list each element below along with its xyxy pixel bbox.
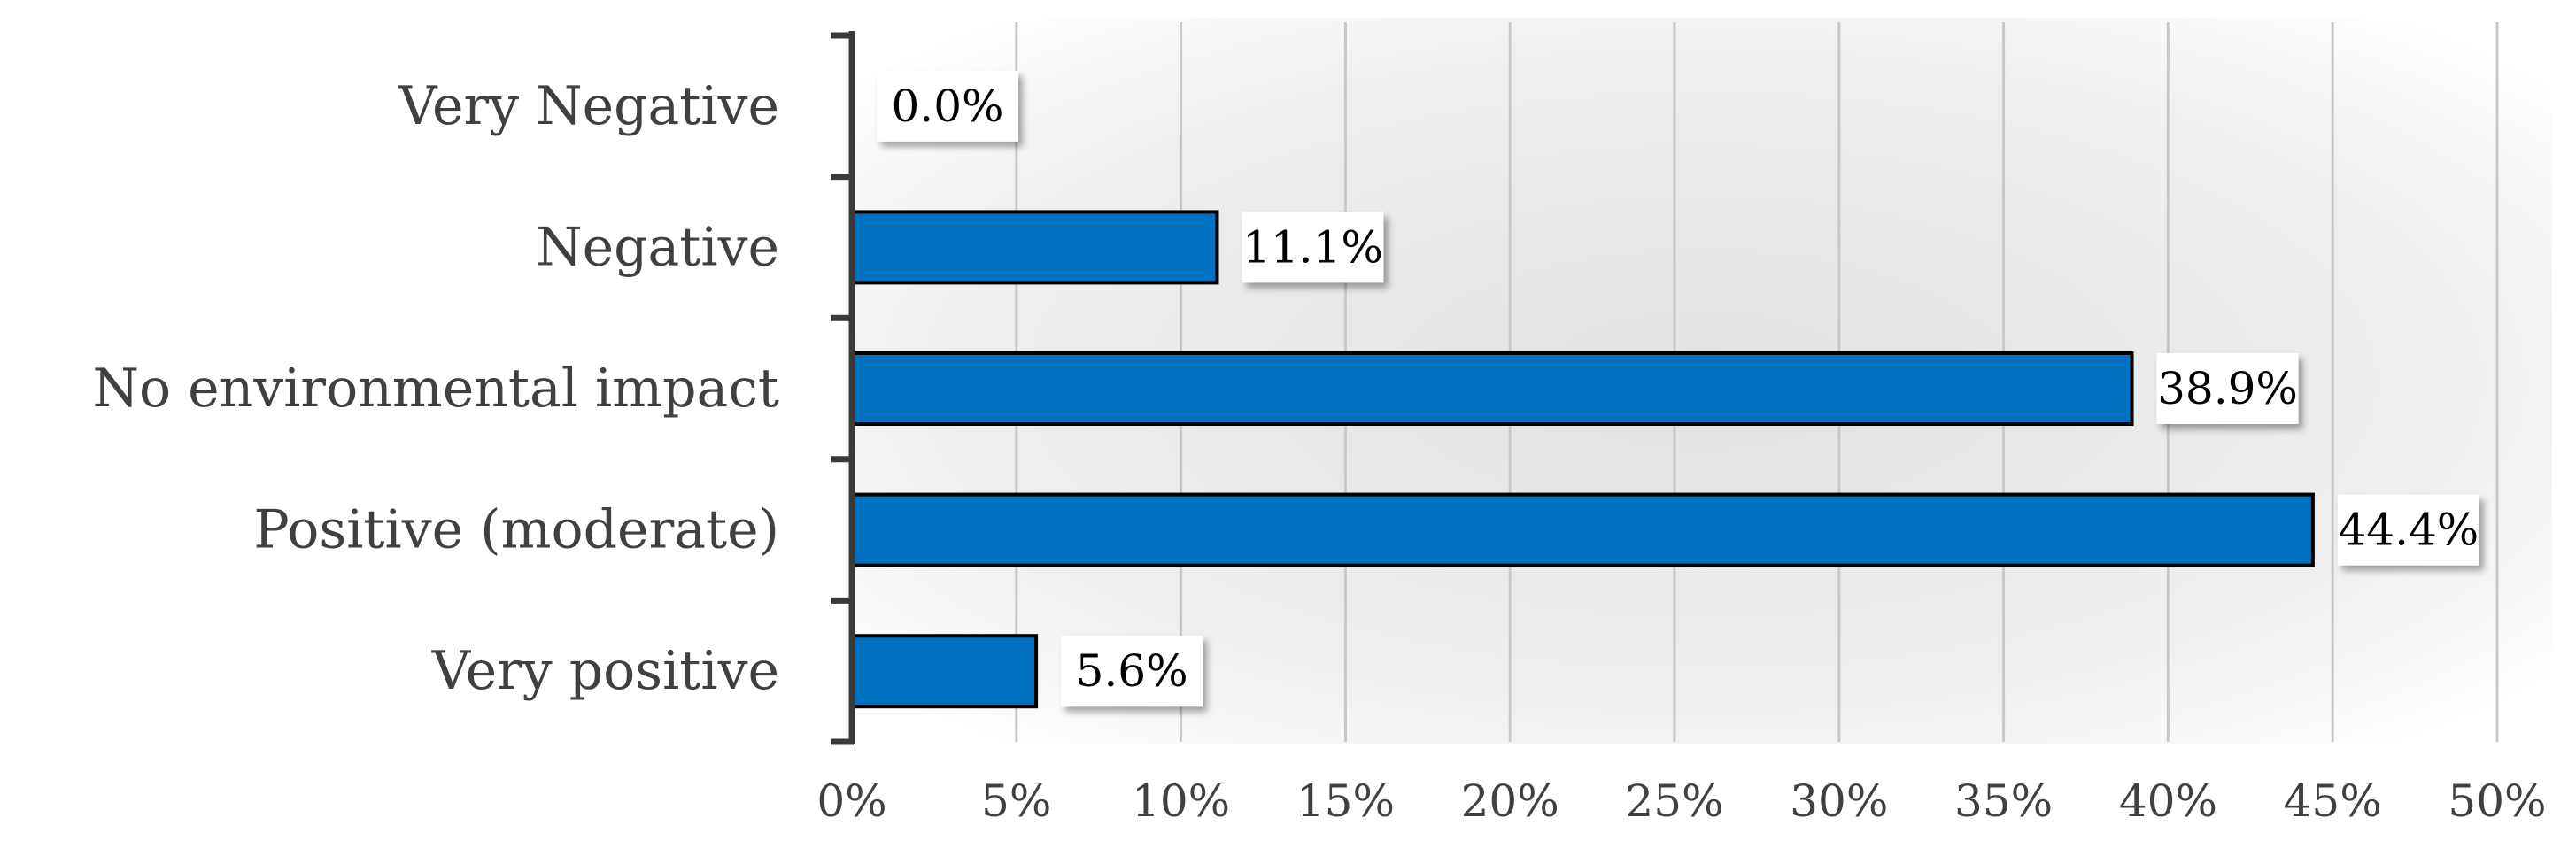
- data-label-box: [877, 70, 1018, 142]
- data-label: 11.1%: [1242, 212, 1384, 283]
- bar: [850, 351, 2134, 426]
- data-label-text: 38.9%: [2157, 363, 2298, 414]
- x-tick-label: 45%: [2284, 775, 2382, 827]
- data-label: 38.9%: [2156, 353, 2299, 424]
- category-label: No environmental impact: [92, 358, 779, 420]
- data-label-box: [2156, 353, 2299, 424]
- x-tick-label: 15%: [1296, 775, 1395, 827]
- data-label-text: 5.6%: [1076, 645, 1188, 697]
- x-tick-label: 10%: [1132, 775, 1230, 827]
- x-tick-label: 0%: [816, 775, 886, 827]
- data-label-text: 44.4%: [2338, 505, 2479, 556]
- category-labels: Very Negative Negative No environmental im…: [92, 75, 779, 702]
- bars: [850, 210, 2315, 709]
- x-tick-labels: 0% 5% 10% 15% 20% 25% 30% 35% 40% 45% 50%: [816, 775, 2546, 827]
- x-tick-label: 5%: [981, 775, 1051, 827]
- x-tick-label: 50%: [2448, 775, 2546, 827]
- data-label-box: [1061, 636, 1203, 707]
- x-tick-label: 40%: [2119, 775, 2217, 827]
- category-label: Positive (moderate): [253, 499, 779, 561]
- data-label-box: [1242, 212, 1384, 283]
- data-label: 5.6%: [1061, 636, 1203, 707]
- data-label-box: [2337, 494, 2479, 566]
- bar: [850, 634, 1039, 709]
- data-label: 44.4%: [2337, 494, 2479, 566]
- x-tick-label: 25%: [1625, 775, 1723, 827]
- category-label: Very positive: [431, 640, 779, 702]
- data-labels: 0.0% 11.1% 38.9% 44.4% 5.6%: [877, 70, 2479, 707]
- x-tick-label: 20%: [1461, 775, 1559, 827]
- y-axis: [831, 31, 855, 745]
- bar: [850, 492, 2315, 567]
- data-label-text: 11.1%: [1242, 221, 1383, 273]
- x-tick-label: 30%: [1790, 775, 1888, 827]
- data-label-text: 0.0%: [891, 81, 1003, 132]
- x-tick-label: 35%: [1954, 775, 2053, 827]
- bar: [850, 210, 1219, 285]
- category-label: Very Negative: [398, 75, 779, 137]
- category-label: Negative: [536, 216, 779, 278]
- data-label: 0.0%: [877, 70, 1018, 142]
